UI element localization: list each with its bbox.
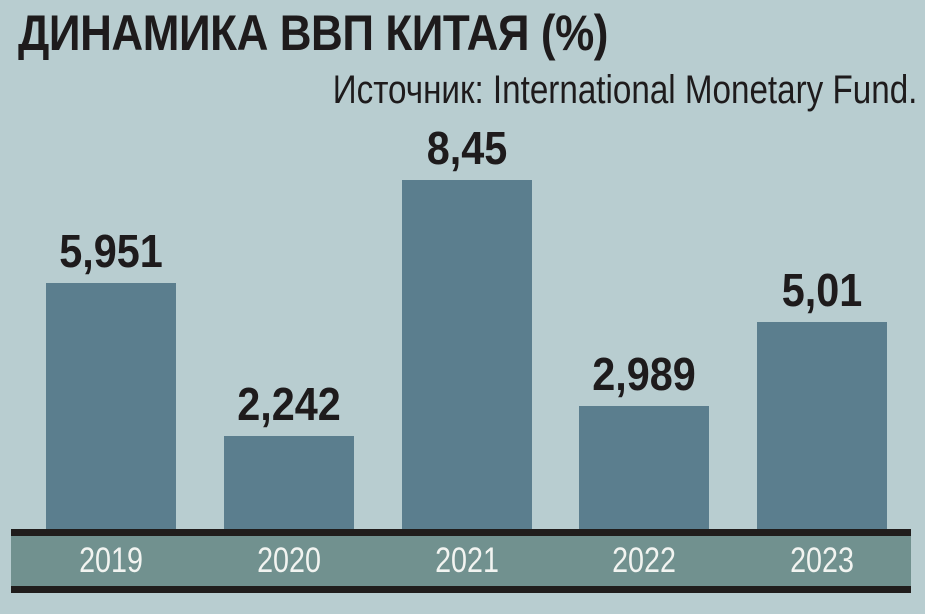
bar-value-label: 5,01 [781, 264, 863, 316]
x-axis-tick-2020: 2020 [250, 536, 328, 586]
bar-2023: 5,01 [757, 267, 887, 529]
bar-value-label-wrap: 5,01 [777, 267, 867, 313]
x-axis-tick-label: 2021 [434, 541, 499, 580]
source-caption: Источник: International Monetary Fund. [332, 68, 917, 112]
x-axis-tick-2022: 2022 [605, 536, 683, 586]
x-axis-tick-2019: 2019 [72, 536, 150, 586]
bar-2021: 8,45 [401, 125, 532, 529]
x-axis-band: 2019 2020 2021 2022 2023 [11, 529, 911, 593]
bar-value-label: 2,242 [236, 378, 341, 430]
bar-value-label: 2,989 [592, 348, 697, 400]
bar-value-label-wrap: 2,242 [231, 381, 346, 427]
chart-title: ДИНАМИКА ВВП КИТАЯ (%) [18, 5, 609, 61]
bar-2020: 2,242 [223, 381, 354, 529]
bar-value-label-wrap: 5,951 [53, 228, 168, 274]
bar-value-label-wrap: 8,45 [422, 125, 512, 171]
x-axis-tick-label: 2020 [256, 541, 321, 580]
bar-value-label: 8,45 [426, 122, 507, 174]
x-axis-tick-2021: 2021 [428, 536, 506, 586]
bar-value-label: 5,951 [59, 225, 163, 277]
x-axis-tick-2023: 2023 [783, 536, 861, 586]
bar-2022: 2,989 [579, 351, 710, 529]
source-row: Источник: International Monetary Fund. [0, 70, 917, 110]
x-axis-tick-label: 2019 [79, 541, 143, 580]
bar-2019: 5,951 [46, 228, 176, 529]
chart-title-row: ДИНАМИКА ВВП КИТАЯ (%) [18, 8, 688, 58]
x-axis-tick-label: 2023 [790, 541, 854, 580]
x-axis-tick-label: 2022 [612, 541, 677, 580]
bar-value-label-wrap: 2,989 [587, 351, 702, 397]
